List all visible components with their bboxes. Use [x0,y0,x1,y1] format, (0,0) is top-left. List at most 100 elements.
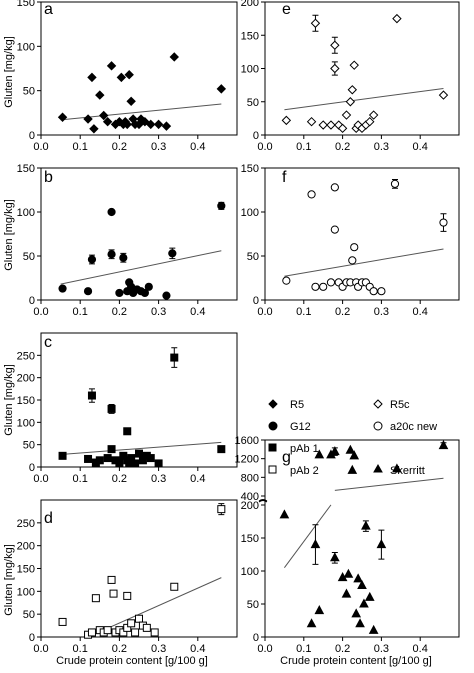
data-point-b-6 [119,253,128,262]
y-tick-label-b-3: 150 [17,163,35,175]
data-point-g-2 [310,539,321,549]
data-point-f-5 [330,183,339,192]
data-point-e-6 [330,63,340,74]
x-tick-label-e-4: 0.4 [413,141,428,153]
x-tick-label-d-3: 0.3 [151,643,166,655]
data-point-e-4 [326,120,336,130]
y-tick-label-g-1: 50 [247,599,259,611]
data-point-g-10 [343,568,354,578]
plot-frame-e [264,1,460,136]
data-point-d-3 [91,594,100,603]
data-point-g-0 [279,509,290,519]
data-point-g-9 [341,588,352,598]
data-point-b-13 [140,288,149,298]
data-point-g-22 [376,539,387,549]
y-tick-label-c-4: 200 [17,373,35,385]
data-point-c-16 [135,449,143,458]
y-axis-label-a: Gluten [mg/kg] [3,36,15,108]
data-point-c-22 [217,445,226,454]
y-tick-label-b-0: 0 [29,295,35,307]
data-point-a-15 [126,96,136,107]
legend-item-g12: G12 [268,421,311,433]
y-axis-label-c: Gluten [mg/kg] [3,364,15,436]
panel-f: 0.0 0.1 0.2 0.3 0.4 0 50 100 150 f [241,163,460,318]
x-tick-label-d-0: 0.0 [33,643,48,655]
legend-label-pab2: pAb 2 [290,465,319,477]
data-point-c-5 [103,454,112,463]
y-tick-label-g-7: 1200 [235,454,259,466]
y-tick-label-f-0: 0 [253,295,259,307]
data-point-b-4 [107,207,116,217]
x-tick-label-a-4: 0.4 [190,141,205,153]
data-point-a-2 [87,72,97,83]
data-point-g-23 [392,463,402,473]
data-point-c-4 [95,456,104,465]
x-tick-label-e-2: 0.2 [335,141,350,153]
x-tick-label-c-4: 0.4 [190,473,205,485]
data-point-a-6 [102,116,113,127]
y-axis-label-b: Gluten [mg/kg] [3,199,15,271]
x-tick-label-g-2: 0.2 [335,643,350,655]
y-tick-label-e-3: 150 [241,30,259,42]
x-tick-label-g-3: 0.3 [374,643,389,655]
plot-frame-b [40,167,238,301]
data-point-g-18 [359,598,369,608]
data-point-c-2 [87,391,96,400]
data-point-g-24 [438,440,449,450]
data-point-f-19 [377,287,386,296]
data-point-c-19 [146,454,155,463]
x-tick-label-a-3: 0.3 [151,141,166,153]
data-point-f-3 [319,282,328,291]
y-tick-label-c-0: 0 [29,462,35,474]
data-point-e-18 [368,110,379,120]
y-tick-label-b-2: 100 [17,207,35,219]
data-point-f-2 [311,282,320,291]
data-point-e-5 [330,40,340,50]
data-point-f-20 [390,179,400,188]
data-point-d-7 [107,575,116,584]
data-point-f-4 [326,278,336,287]
data-point-c-20 [154,459,163,468]
y-tick-label-f-2: 100 [241,207,259,219]
panel-label-b: b [44,169,53,186]
data-point-a-3 [89,124,99,134]
data-point-a-23 [169,52,179,62]
data-point-b-0 [58,284,67,293]
y-tick-label-f-3: 150 [241,163,259,175]
y-tick-label-g-8: 1600 [235,435,259,447]
data-point-d-15 [131,628,140,637]
y-tick-label-c-2: 100 [17,417,35,429]
panel-label-g: g [282,449,291,466]
panel-c: 0.0 0.1 0.2 0.3 0.4 0 50 100 150 200 250 c [17,332,238,485]
data-point-g-19 [361,520,371,530]
legend-label-skerritt: Skerritt [390,465,425,477]
x-tick-label-g-4: 0.4 [413,643,428,655]
data-point-d-20 [170,582,179,591]
data-point-g-13 [349,450,360,460]
fit-line-e [284,87,444,111]
legend-label-a20c-new: a20c new [390,421,437,433]
data-point-a-1 [83,114,93,124]
x-tick-label-f-0: 0.0 [257,306,272,318]
y-tick-label-g-5: 400 [241,491,259,503]
data-point-e-12 [349,60,359,70]
legend-marker-r5 [268,399,278,409]
data-point-c-21 [170,353,179,362]
data-point-g-11 [345,444,356,454]
data-point-g-20 [364,591,375,601]
data-point-a-25 [216,84,227,94]
data-point-g-4 [314,605,325,615]
y-axis-label-d: Gluten [mg/kg] [3,544,15,616]
data-point-f-1 [307,190,316,199]
y-tick-label-d-1: 50 [23,609,35,621]
fit-line-g-0 [283,504,332,568]
x-tick-label-c-0: 0.0 [33,473,48,485]
x-tick-label-e-1: 0.1 [296,141,311,153]
x-tick-label-c-2: 0.2 [112,473,127,485]
x-axis-label-right: Crude protein content [g/100 g] [280,655,432,667]
data-point-d-18 [142,623,151,632]
x-tick-label-g-1: 0.1 [296,643,311,655]
y-tick-label-e-0: 0 [253,130,259,142]
